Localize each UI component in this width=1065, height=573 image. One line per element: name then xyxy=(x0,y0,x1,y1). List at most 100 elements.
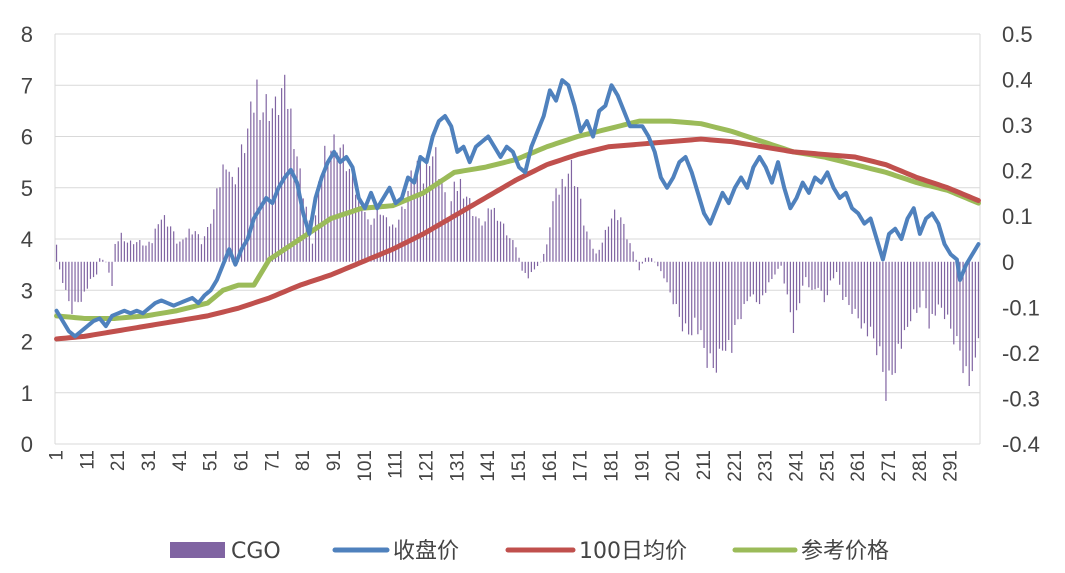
cgo-bar xyxy=(832,261,835,279)
cgo-bar xyxy=(916,261,918,313)
cgo-bar xyxy=(666,261,668,283)
cgo-bar xyxy=(472,216,474,262)
cgo-bar xyxy=(120,232,122,262)
cgo-bar xyxy=(299,168,301,262)
cgo-bar xyxy=(139,240,141,262)
cgo-bar xyxy=(355,194,357,262)
cgo-bar xyxy=(863,261,865,324)
cgo-bar xyxy=(681,261,684,332)
cgo-bar xyxy=(725,261,727,351)
cgo-bar xyxy=(342,144,344,262)
x-tick-label: 31 xyxy=(139,450,160,471)
cgo-bar xyxy=(256,79,258,262)
cgo-bar xyxy=(968,261,970,387)
cgo-bar xyxy=(244,153,246,262)
cgo-bar xyxy=(543,253,545,262)
cgo-bar xyxy=(580,198,582,262)
cgo-bar xyxy=(228,171,230,262)
cgo-bar xyxy=(133,244,135,262)
cgo-bar xyxy=(487,208,489,262)
cgo-bar xyxy=(327,164,329,262)
cgo-bar xyxy=(203,236,206,262)
cgo-bar xyxy=(922,261,924,291)
x-tick-label: 211 xyxy=(694,450,715,480)
cgo-bar xyxy=(792,261,795,334)
cgo-bars xyxy=(55,74,980,401)
cgo-bar xyxy=(142,245,144,262)
cgo-bar xyxy=(290,108,292,262)
cgo-bar xyxy=(506,235,508,262)
cgo-bar xyxy=(700,261,702,331)
x-tick-label: 231 xyxy=(756,450,777,482)
cgo-bar xyxy=(450,201,452,262)
cgo-bar xyxy=(191,234,193,262)
cgo-bar xyxy=(721,261,724,351)
cgo-bar xyxy=(330,150,332,262)
left-tick-label: 7 xyxy=(21,73,33,98)
cgo-bar xyxy=(860,261,862,329)
cgo-bar xyxy=(876,261,878,356)
cgo-bar xyxy=(931,261,933,314)
x-tick-label: 41 xyxy=(170,450,191,471)
cgo-bar xyxy=(703,261,705,348)
cgo-bar xyxy=(740,261,742,320)
cgo-bar xyxy=(842,261,844,300)
cgo-bar xyxy=(647,257,650,262)
cgo-bar xyxy=(626,239,628,262)
cgo-bar xyxy=(549,227,551,262)
cgo-bar xyxy=(382,215,384,262)
cgo-bar xyxy=(176,243,178,262)
cgo-bar xyxy=(197,234,199,262)
cgo-bar xyxy=(524,261,526,273)
cgo-bar xyxy=(83,261,85,292)
cgo-bar xyxy=(348,168,351,262)
cgo-bar xyxy=(715,261,717,373)
cgo-bar xyxy=(962,261,964,374)
line-参考价格 xyxy=(54,118,981,321)
cgo-bar xyxy=(604,229,606,262)
cgo-bar xyxy=(558,194,560,262)
cgo-bar xyxy=(903,261,906,331)
cgo-bar xyxy=(956,261,958,337)
cgo-bar xyxy=(765,261,767,293)
cgo-bar xyxy=(913,261,915,310)
cgo-bar xyxy=(456,190,458,262)
cgo-bar xyxy=(734,261,736,325)
cgo-bar xyxy=(379,214,381,262)
cgo-bar xyxy=(577,187,579,262)
cgo-bar xyxy=(934,261,936,316)
cgo-bar xyxy=(540,261,542,263)
cgo-bar xyxy=(644,257,647,262)
cgo-bar xyxy=(373,218,375,262)
cgo-bar xyxy=(567,173,569,262)
cgo-bar xyxy=(691,261,693,336)
cgo-bar xyxy=(731,261,733,353)
cgo-bar xyxy=(123,241,125,262)
cgo-bar xyxy=(225,169,227,262)
line-收盘价 xyxy=(54,78,981,339)
cgo-bar xyxy=(783,261,785,284)
cgo-bar xyxy=(848,261,850,306)
cgo-bar xyxy=(675,261,677,305)
cgo-bar xyxy=(521,261,523,271)
right-tick-label: 0.5 xyxy=(1002,22,1033,47)
right-tick-label: -0.2 xyxy=(1002,341,1040,366)
cgo-bar xyxy=(395,227,397,262)
cgo-bar xyxy=(869,261,872,327)
cgo-bar xyxy=(839,261,841,285)
cgo-bar xyxy=(207,226,209,262)
cgo-bar xyxy=(339,147,341,262)
line-100日均价 xyxy=(54,136,981,342)
cgo-bar xyxy=(977,261,980,339)
cgo-bar xyxy=(324,145,326,262)
right-tick-label: 0.2 xyxy=(1002,159,1033,184)
cgo-bar xyxy=(768,261,770,283)
cgo-bar xyxy=(351,170,354,262)
cgo-bar xyxy=(444,192,446,262)
cgo-bar xyxy=(92,261,95,278)
cgo-bar xyxy=(210,223,212,262)
cgo-bar xyxy=(762,261,764,296)
left-tick-label: 0 xyxy=(21,432,33,457)
cgo-bar xyxy=(234,184,236,262)
